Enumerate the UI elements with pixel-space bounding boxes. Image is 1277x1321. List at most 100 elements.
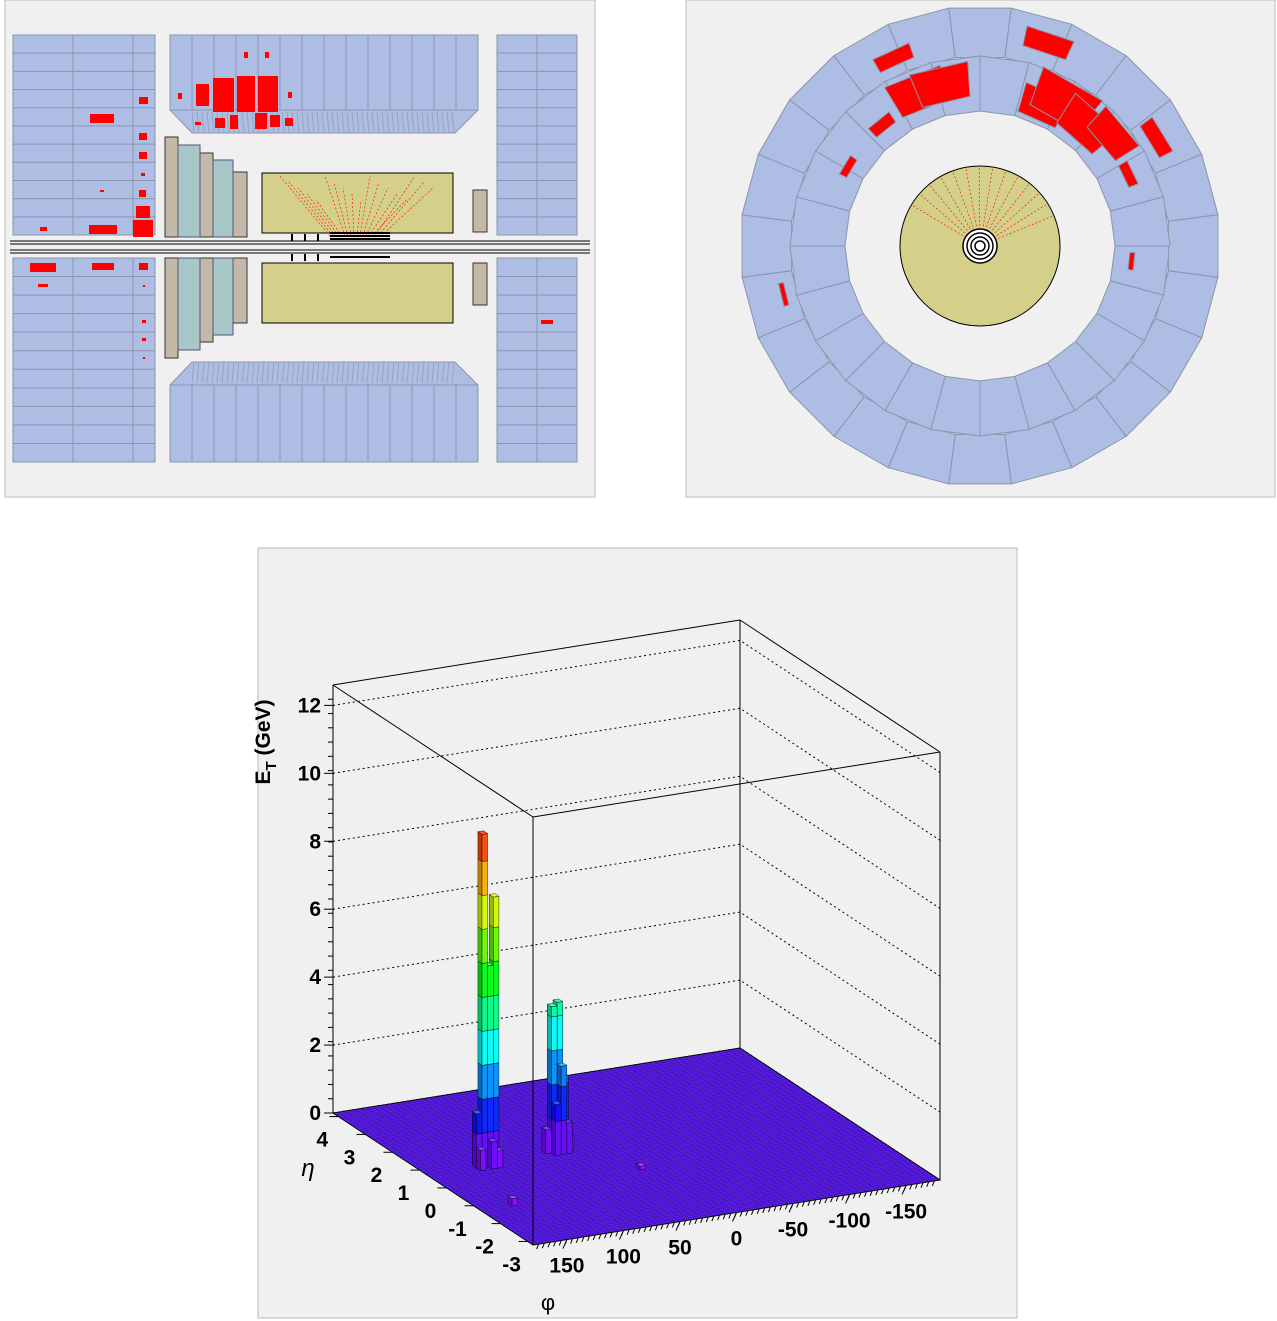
energy-deposit: [1139, 116, 1174, 159]
z-tick-label: 10: [298, 762, 321, 785]
energy-deposit: [255, 113, 267, 129]
bar-face: [472, 1110, 477, 1135]
track: [306, 193, 340, 237]
energy-deposit: [867, 111, 897, 139]
bar-face: [489, 924, 494, 963]
cell-edge: [266, 361, 270, 384]
cell-edge: [391, 361, 395, 384]
cell-edge: [436, 111, 440, 134]
x-minor-tick: [592, 1234, 596, 1241]
cell-edge: [376, 361, 380, 384]
energy-deposit: [1127, 251, 1136, 271]
bar-top: [550, 1100, 562, 1105]
x-minor-tick: [654, 1224, 658, 1231]
bar-face: [487, 995, 494, 1031]
cell-edge: [241, 361, 245, 384]
cell-edge: [311, 111, 315, 134]
tracker: [261, 172, 454, 234]
cell-edge: [351, 361, 355, 384]
cell-edge: [451, 111, 455, 134]
cell-edge: [356, 111, 360, 134]
energy-deposit: [1022, 25, 1075, 61]
floor-grid: [366, 1069, 774, 1136]
x-minor-tick: [807, 1200, 811, 1206]
x-minor-tick: [875, 1189, 879, 1196]
bar-face: [560, 1065, 567, 1087]
z-tick-label: 2: [309, 1034, 321, 1057]
track: [351, 193, 355, 237]
bar: [507, 1195, 519, 1207]
cell-edge: [361, 361, 365, 384]
energy-deposit: [40, 227, 47, 231]
track: [333, 181, 349, 237]
bar-top: [546, 1002, 558, 1008]
cell-edge: [261, 361, 265, 384]
bar-face: [551, 1118, 556, 1156]
cell-edge: [331, 361, 335, 384]
bar-top: [471, 1110, 483, 1115]
cell-edge: [371, 361, 375, 384]
cell-edge: [421, 361, 425, 384]
x-minor-tick: [750, 1209, 754, 1215]
bar-face: [547, 1013, 552, 1052]
bar-top: [488, 893, 500, 898]
x-tick-label: -150: [885, 1200, 927, 1223]
bar-face: [481, 833, 488, 862]
bar-face: [481, 894, 488, 930]
floor-grid: [341, 1053, 749, 1119]
bar: [635, 1162, 647, 1171]
cell-edge: [406, 361, 410, 384]
energy-deposit: [1086, 105, 1140, 162]
bar-face: [476, 1112, 483, 1135]
bar-face: [481, 1098, 488, 1134]
y-tick-label: -1: [448, 1218, 467, 1241]
z-tick-label: 12: [298, 694, 321, 717]
bar-top: [477, 830, 489, 835]
bar-face: [477, 1062, 483, 1100]
cell-edge: [356, 361, 360, 384]
floor-grid: [700, 1054, 901, 1187]
x-minor-tick: [632, 1228, 636, 1234]
z-tick-label: 4: [309, 966, 321, 989]
cell-edge: [216, 361, 220, 384]
cell-edge: [311, 361, 315, 384]
y-tick-label: -2: [475, 1236, 494, 1259]
bar-face: [477, 994, 483, 1032]
cell-edge: [196, 361, 200, 384]
cell-edge: [316, 111, 320, 134]
cell-edge: [406, 111, 410, 134]
y-tick-label: 4: [317, 1129, 329, 1152]
bar-face: [481, 1064, 488, 1100]
cell-edge: [441, 361, 445, 384]
muon-chamber: [472, 262, 488, 306]
energy-deposit: [136, 206, 150, 218]
cell-edge: [271, 361, 275, 384]
cell-edge: [236, 361, 240, 384]
bar-face: [493, 994, 500, 1030]
tracker-disk: [177, 257, 201, 351]
bar-face: [555, 1120, 562, 1156]
grid-line: [332, 843, 941, 977]
bar-face: [487, 1138, 492, 1170]
cell-edge: [296, 361, 300, 384]
y-tick-label: 3: [344, 1146, 356, 1169]
x-minor-tick: [660, 1224, 664, 1230]
cell-edge: [281, 111, 285, 134]
bar-face: [541, 1126, 546, 1155]
y-tick-label: -3: [502, 1253, 521, 1276]
x-minor-tick: [711, 1215, 715, 1222]
bar: [541, 1126, 552, 1155]
cell-edge: [351, 111, 355, 134]
outer-calo-cell: [948, 433, 1012, 485]
energy-deposit: [38, 284, 48, 287]
z-tick-label: 6: [309, 898, 321, 921]
x-minor-tick: [688, 1219, 692, 1225]
energy-deposit: [288, 92, 292, 98]
floor-grid: [722, 1050, 924, 1183]
cell-edge: [441, 111, 445, 134]
inner-calo-cell: [1109, 196, 1171, 247]
x-minor-tick: [615, 1231, 619, 1237]
grid-line: [332, 911, 941, 1045]
x-tick-label: 50: [668, 1237, 691, 1260]
floor-grid: [683, 1056, 884, 1190]
